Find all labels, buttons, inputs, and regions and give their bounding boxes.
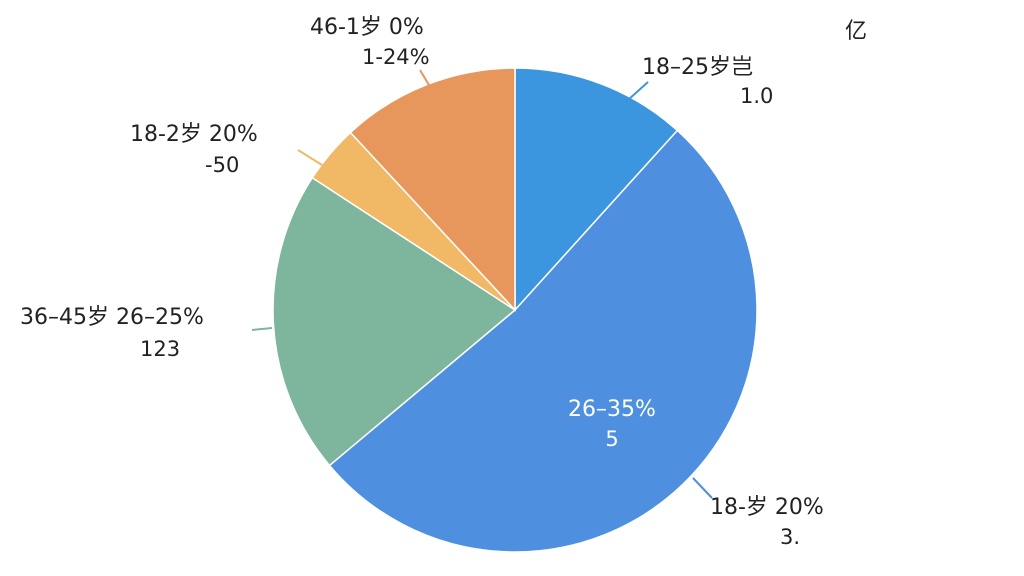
- pie-slice: [272, 176, 517, 467]
- slice-sublabel: 3.: [780, 525, 800, 549]
- slice-sublabel: 123: [140, 337, 180, 361]
- slice-label: 18–25岁岂: [642, 55, 753, 80]
- pie-slice: [328, 129, 758, 553]
- pie-slice: [349, 67, 516, 312]
- slice-sublabel: 1-24%: [362, 45, 430, 69]
- unit-label: 亿: [845, 19, 867, 44]
- slice-label: 26–35%: [568, 397, 656, 422]
- pie-slice: [514, 67, 679, 312]
- leader-line: [419, 69, 433, 91]
- slice-label: 18-2岁 20%: [130, 122, 258, 147]
- slice-label: 46-1岁 0%: [310, 15, 424, 40]
- pie: [272, 67, 758, 553]
- slice-label: 18-岁 20%: [710, 495, 824, 520]
- leader-line: [251, 327, 273, 331]
- slice-sublabel: 5: [605, 427, 618, 451]
- leader-line: [692, 477, 713, 499]
- leader-line: [297, 149, 323, 166]
- slice-sublabel: 1.0: [740, 84, 773, 108]
- leader-line: [627, 81, 649, 101]
- slice-sublabel: -50: [205, 153, 239, 177]
- slice-label: 36–45岁 26–25%: [20, 305, 204, 330]
